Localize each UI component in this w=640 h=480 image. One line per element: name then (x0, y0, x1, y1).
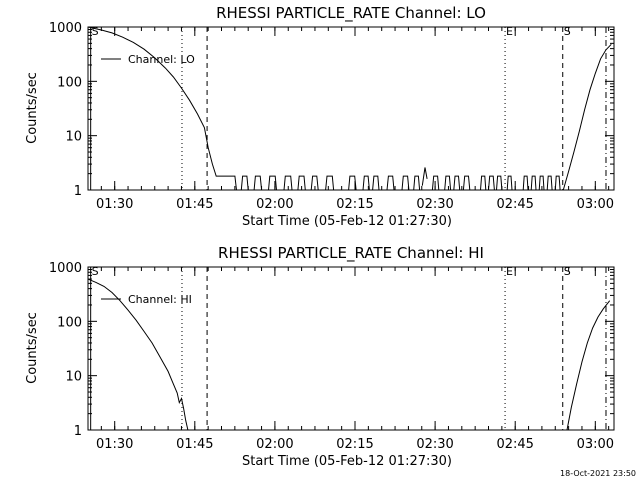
x-ticks: 01:30 01:45 02:00 02:15 02:30 02:45 03:00 (87, 267, 614, 452)
legend: Channel: LO (101, 53, 195, 66)
x-tick-label: 02:45 (496, 437, 533, 452)
x-ticks: 01:30 01:45 02:00 02:15 02:30 02:45 03:00 (87, 27, 614, 212)
y-axis-label: Counts/sec (25, 72, 40, 144)
series-group (87, 26, 612, 191)
x-tick-label: 01:30 (96, 437, 133, 452)
x-tick-label: 01:30 (96, 197, 133, 212)
time-marker-label: S (92, 265, 99, 278)
time-marker-label: S (564, 265, 571, 278)
x-tick-label: 02:30 (416, 197, 453, 212)
x-tick-label: 02:00 (256, 437, 293, 452)
plot-frame (87, 266, 615, 431)
time-marker-label: S (92, 25, 99, 38)
series-line (421, 167, 428, 186)
x-axis-label: Start Time (05-Feb-12 01:27:30) (242, 214, 452, 229)
y-axis-label: Counts/sec (25, 312, 40, 384)
x-tick-label: 02:30 (416, 437, 453, 452)
chart-title: RHESSI PARTICLE_RATE Channel: LO (216, 4, 486, 23)
series-line (240, 175, 561, 191)
x-tick-label: 03:00 (577, 197, 614, 212)
series-group (87, 278, 611, 431)
series-line (566, 300, 611, 431)
y-tick-label: 10 (65, 370, 82, 385)
chart-panel-hi: RHESSI PARTICLE_RATE Channel: HI Start T… (25, 244, 615, 469)
x-tick-label: 01:45 (176, 197, 213, 212)
plot-frame (87, 26, 615, 191)
x-tick-label: 02:00 (256, 197, 293, 212)
time-marker-label: E (506, 25, 513, 38)
x-axis-label: Start Time (05-Feb-12 01:27:30) (242, 454, 452, 469)
y-tick-label: 1 (74, 184, 82, 199)
chart-title: RHESSI PARTICLE_RATE Channel: HI (218, 244, 484, 263)
y-tick-label: 100 (57, 315, 82, 330)
y-tick-label: 1 (74, 424, 82, 439)
y-tick-label: 10 (65, 130, 82, 145)
x-tick-label: 03:00 (577, 437, 614, 452)
time-marker-label: S (564, 25, 571, 38)
y-tick-label: 1000 (49, 261, 82, 276)
y-ticks: 1 10 100 1000 (49, 21, 614, 199)
legend-label: Channel: HI (128, 293, 192, 306)
y-tick-label: 100 (57, 75, 82, 90)
x-tick-label: 02:45 (496, 197, 533, 212)
y-tick-label: 1000 (49, 21, 82, 36)
chart-panel-lo: RHESSI PARTICLE_RATE Channel: LO Start T… (25, 4, 615, 229)
y-ticks: 1 10 100 1000 (49, 261, 614, 439)
time-marker-label: E (506, 265, 513, 278)
series-line (87, 26, 237, 191)
footer-timestamp: 18-Oct-2021 23:50 (560, 469, 636, 478)
x-tick-label: 02:15 (336, 197, 373, 212)
legend-label: Channel: LO (128, 53, 195, 66)
x-tick-label: 01:45 (176, 437, 213, 452)
x-tick-label: 02:15 (336, 437, 373, 452)
series-line (562, 43, 612, 191)
series-line (87, 278, 189, 431)
